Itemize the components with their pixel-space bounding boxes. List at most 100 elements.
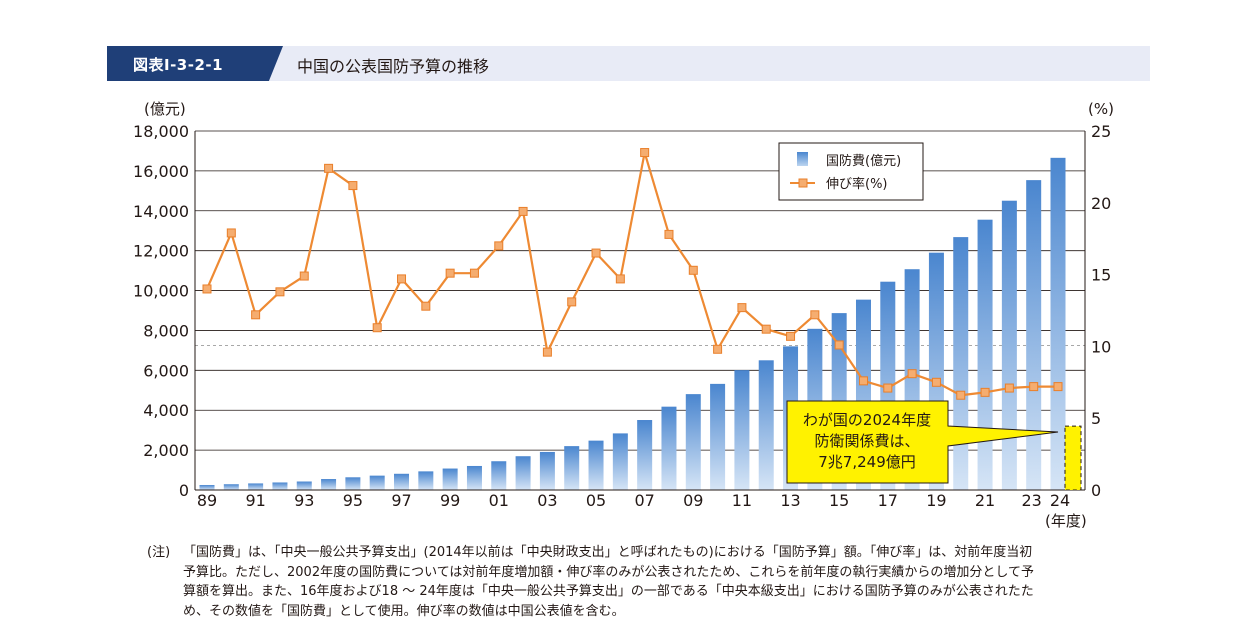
line-point: [883, 383, 893, 393]
line-point: [1029, 382, 1039, 392]
line-series: [202, 148, 1063, 400]
bar: [1001, 200, 1017, 491]
line-point: [275, 287, 285, 297]
bar: [588, 440, 604, 490]
legend-line-marker: [798, 178, 808, 188]
bar: [223, 484, 239, 490]
x-tick-label: 91: [245, 491, 265, 510]
line-point: [445, 268, 455, 278]
x-tick-label: 01: [489, 491, 509, 510]
line-point: [931, 377, 941, 387]
line-point: [688, 265, 698, 275]
figure-id: 図表Ⅰ-3-2-1: [133, 56, 224, 74]
y-left-tick-labels: 0 2,000 4,000 6,000 8,000 10,000 12,000 14,000 1…: [133, 122, 189, 500]
x-tick-label: 99: [440, 491, 460, 510]
y-right-tick-labels: 0 5 10 15 20 25: [1091, 122, 1111, 500]
japan-defense-budget-bar: [1064, 425, 1082, 491]
bar-series: [199, 157, 1066, 491]
bar: [272, 482, 288, 490]
line-point: [299, 271, 309, 281]
y-left-tick-label: 4,000: [143, 401, 189, 420]
line-point: [907, 369, 917, 379]
line-point: [567, 297, 577, 307]
line-point: [834, 340, 844, 350]
line-point: [1004, 383, 1014, 393]
line-point: [469, 268, 479, 278]
x-unit: (年度): [1045, 512, 1087, 530]
bar: [199, 484, 215, 490]
axes: [194, 131, 1086, 491]
chart: 0 2,000 4,000 6,000 8,000 10,000 12,000 14,000 1…: [133, 100, 1114, 530]
bar: [345, 477, 361, 490]
y-right-unit: (%): [1088, 100, 1114, 118]
figure-id-badge: [107, 46, 283, 81]
legend-bar-label: 国防費(億元): [826, 153, 901, 169]
x-tick-label: 97: [391, 491, 411, 510]
line-point: [786, 331, 796, 341]
y-left-tick-label: 14,000: [133, 202, 189, 221]
x-tick-label: 15: [829, 491, 849, 510]
line-point: [202, 284, 212, 294]
line-point: [494, 241, 504, 251]
axis-units: (億元) (%) (年度): [144, 100, 1114, 530]
line-point: [858, 376, 868, 386]
line-point: [664, 229, 674, 239]
bar: [1050, 157, 1066, 491]
y-right-tick-label: 15: [1091, 266, 1111, 285]
line-point: [251, 310, 261, 320]
line-point: [542, 347, 552, 357]
y-left-tick-label: 12,000: [133, 242, 189, 261]
y-left-tick-label: 10,000: [133, 282, 189, 301]
y-left-tick-label: 2,000: [143, 441, 189, 460]
y-left-tick-label: 16,000: [133, 162, 189, 181]
line-point: [324, 163, 334, 173]
x-tick-label: 07: [634, 491, 654, 510]
line-point: [591, 248, 601, 258]
callout-text-line: 7兆7,249億円: [818, 453, 916, 471]
line-point: [226, 228, 236, 238]
y-right-tick-label: 20: [1091, 194, 1111, 213]
line-point: [518, 206, 528, 216]
x-tick-label: 05: [586, 491, 606, 510]
x-tick-label: 89: [197, 491, 217, 510]
x-tick-label: 93: [294, 491, 314, 510]
bar: [321, 479, 337, 490]
bar: [394, 473, 410, 490]
legend-bar-swatch: [797, 152, 808, 166]
line-point: [348, 181, 358, 191]
x-tick-label: 21: [975, 491, 995, 510]
figure-title: 中国の公表国防予算の推移: [297, 57, 490, 76]
bar: [564, 446, 580, 490]
line-point: [980, 387, 990, 397]
bar: [734, 370, 750, 490]
x-tick-labels: 89 91 93 95 97 99 01 03 05 07 09 11 13 15 17 19 21 23 24: [197, 491, 1070, 510]
callout-text-line: 防衛関係費は、: [814, 432, 919, 450]
footnote-label: (注): [147, 545, 171, 560]
y-right-tick-label: 0: [1091, 481, 1101, 500]
bar: [758, 360, 774, 490]
bar: [977, 219, 993, 491]
bar: [466, 465, 482, 490]
callout-bubble: [786, 400, 1059, 484]
line-point: [810, 310, 820, 320]
y-left-unit: (億元): [144, 100, 186, 118]
y-left-tick-label: 6,000: [143, 361, 189, 380]
x-tick-label: 23: [1022, 491, 1042, 510]
x-tick-label: 19: [926, 491, 946, 510]
x-tick-label: 11: [732, 491, 752, 510]
bar: [539, 451, 555, 490]
line-point: [737, 303, 747, 313]
bar: [491, 461, 507, 490]
legend-line-label: 伸び率(%): [826, 176, 888, 192]
line-point: [640, 148, 650, 158]
line-point: [1053, 382, 1063, 392]
y-left-tick-label: 18,000: [133, 122, 189, 141]
x-tick-label: 17: [878, 491, 898, 510]
x-tick-label: 13: [780, 491, 800, 510]
x-tick-label: 09: [683, 491, 703, 510]
line-point: [615, 274, 625, 284]
bar: [369, 475, 385, 490]
x-tick-label: 03: [537, 491, 557, 510]
legend: 国防費(億元) 伸び率(%): [778, 142, 924, 201]
